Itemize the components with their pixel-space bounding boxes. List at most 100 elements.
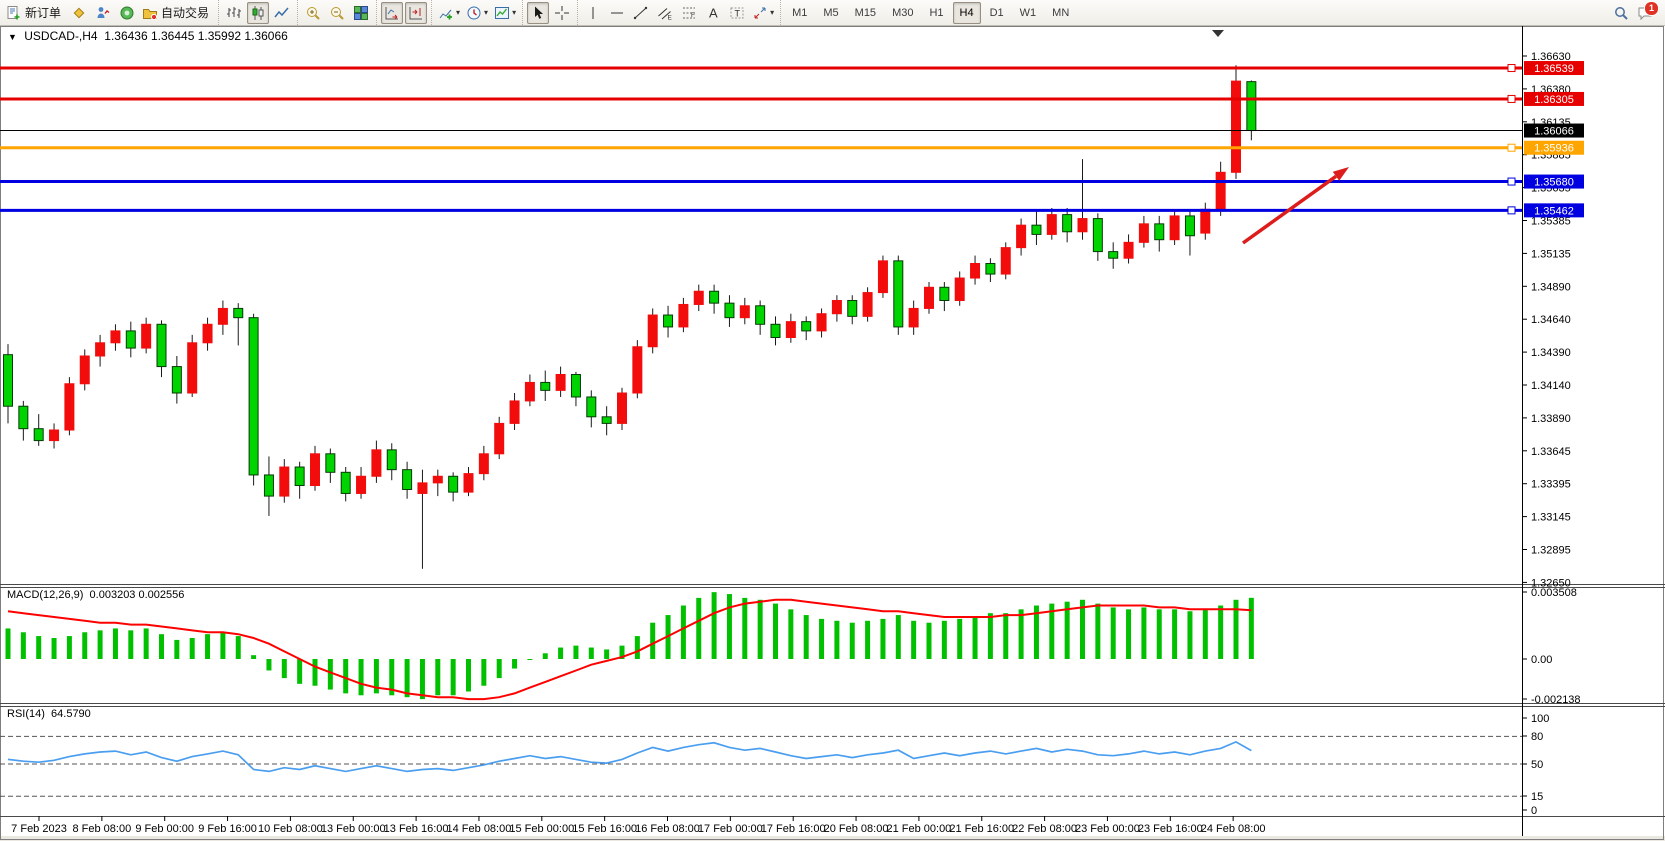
templates-button[interactable]: ▾	[492, 2, 518, 24]
search-button[interactable]	[1610, 2, 1632, 24]
svg-text:10 Feb 08:00: 10 Feb 08:00	[258, 823, 323, 835]
indicators-dropdown-icon[interactable]: ▾	[456, 8, 461, 17]
timeframe-w1-button[interactable]: W1	[1019, 6, 1037, 19]
toolbar-group-trade: 新订单 自动交易	[0, 0, 218, 25]
svg-text:1.35936: 1.35936	[1534, 143, 1574, 155]
svg-text:1.35680: 1.35680	[1534, 177, 1574, 189]
notifications-button[interactable]: 1	[1634, 0, 1659, 24]
timeframe-m5-button[interactable]: M5	[823, 6, 839, 19]
timeframe-h1-button[interactable]: H1	[929, 6, 944, 19]
svg-text:1.33890: 1.33890	[1531, 413, 1571, 425]
periods-icon	[466, 5, 482, 21]
quotes-icon	[71, 5, 87, 21]
svg-text:1.32650: 1.32650	[1531, 577, 1571, 589]
text-icon: A	[705, 5, 721, 21]
svg-text:1.32895: 1.32895	[1531, 545, 1571, 557]
navigator-icon	[119, 5, 135, 21]
line-chart-button[interactable]	[271, 2, 293, 24]
timeframe-m15-button[interactable]: M15	[854, 6, 877, 19]
auto-scroll-button[interactable]	[381, 1, 404, 24]
symbol-dropdown-icon[interactable]: ▼	[8, 32, 17, 42]
rsi-indicator-label: RSI(14) 64.5790	[7, 708, 91, 720]
horizontal-line-icon	[609, 5, 625, 21]
periods-button[interactable]: ▾	[464, 2, 490, 24]
macd-histogram	[5, 592, 1254, 700]
svg-text:17 Feb 16:00: 17 Feb 16:00	[761, 823, 826, 835]
zoom-out-button[interactable]	[326, 2, 348, 24]
svg-text:15 Feb 00:00: 15 Feb 00:00	[509, 823, 574, 835]
text-button[interactable]: A	[702, 2, 724, 24]
svg-text:1.34390: 1.34390	[1531, 347, 1571, 359]
macd-axis: 0.003508 0.00 -0.002138	[1522, 587, 1581, 706]
cursor-button[interactable]	[527, 1, 550, 24]
fibonacci-button[interactable]: F	[678, 2, 700, 24]
svg-text:20 Feb 08:00: 20 Feb 08:00	[824, 823, 889, 835]
periods-dropdown-icon[interactable]: ▾	[484, 8, 489, 17]
svg-text:1.35462: 1.35462	[1534, 205, 1574, 217]
svg-text:23 Feb 00:00: 23 Feb 00:00	[1075, 823, 1140, 835]
toolbar: 新订单 自动交易 ▾ ▾ ▾ E F A T ▾ M1 M5 M15 M30 H1 H4 D1 W1 MN 1	[0, 0, 1665, 26]
svg-text:16 Feb 08:00: 16 Feb 08:00	[635, 823, 700, 835]
timeframe-h4-button[interactable]: H4	[952, 1, 981, 24]
rsi-line	[7, 740, 1252, 773]
chart-shift-button[interactable]	[405, 1, 428, 24]
horizontal-line-button[interactable]	[606, 2, 628, 24]
svg-text:1.36305: 1.36305	[1534, 94, 1574, 106]
new-order-button[interactable]: 新订单	[4, 2, 66, 24]
svg-text:15: 15	[1531, 791, 1543, 803]
chart-background	[0, 26, 1665, 841]
macd-indicator-label: MACD(12,26,9) 0.003203 0.002556	[7, 589, 184, 601]
market-watch-button[interactable]	[92, 2, 114, 24]
candles-chart-button[interactable]	[247, 1, 270, 24]
svg-text:9 Feb 16:00: 9 Feb 16:00	[198, 823, 257, 835]
cursor-icon	[530, 5, 546, 21]
svg-text:1.34890: 1.34890	[1531, 281, 1571, 293]
timeframe-group: M1 M5 M15 M30 H1 H4 D1 W1 MN	[780, 0, 1080, 25]
vertical-line-button[interactable]	[582, 2, 604, 24]
notification-badge: 1	[1644, 0, 1659, 16]
indicators-button[interactable]: ▾	[436, 2, 462, 24]
text-label-button[interactable]: T	[726, 2, 748, 24]
chart-shift-marker	[1212, 30, 1224, 37]
svg-text:0.003508: 0.003508	[1531, 587, 1577, 599]
crosshair-button[interactable]	[551, 2, 573, 24]
zoom-in-button[interactable]	[302, 2, 324, 24]
svg-text:21 Feb 00:00: 21 Feb 00:00	[886, 823, 951, 835]
tile-windows-button[interactable]	[350, 2, 372, 24]
quotes-button[interactable]	[68, 2, 90, 24]
timeframe-d1-button[interactable]: D1	[989, 6, 1004, 19]
autotrading-label: 自动交易	[161, 6, 210, 20]
candles-layer	[3, 65, 1257, 569]
timeframe-m30-button[interactable]: M30	[892, 6, 914, 19]
tile-windows-icon	[353, 5, 369, 21]
bars-chart-button[interactable]	[223, 2, 245, 24]
svg-text:21 Feb 16:00: 21 Feb 16:00	[949, 823, 1014, 835]
toolbar-buttons: 新订单 自动交易 ▾ ▾ ▾ E F A T ▾	[0, 0, 780, 25]
zoom-out-icon	[329, 5, 345, 21]
toolbar-group-chart-type	[218, 0, 297, 25]
arrows-dropdown-icon[interactable]: ▾	[770, 8, 775, 17]
autotrading-button[interactable]: 自动交易	[140, 2, 214, 24]
candles-icon	[250, 5, 266, 21]
timeframe-m1-button[interactable]: M1	[792, 6, 808, 19]
navigator-button[interactable]	[116, 2, 138, 24]
svg-text:E: E	[668, 14, 673, 21]
chart-symbol-header[interactable]: ▼ USDCAD-,H4 1.36436 1.36445 1.35992 1.3…	[8, 29, 288, 43]
toolbar-group-draw: E F A T ▾	[577, 0, 780, 25]
templates-dropdown-icon[interactable]: ▾	[512, 8, 517, 17]
arrows-button[interactable]: ▾	[750, 2, 776, 24]
auto-scroll-icon	[384, 5, 400, 21]
bars-icon	[226, 5, 242, 21]
equidistant-channel-button[interactable]: E	[654, 2, 676, 24]
trend-line-icon	[633, 5, 649, 21]
svg-text:0.00: 0.00	[1531, 654, 1552, 666]
timeframe-mn-button[interactable]: MN	[1052, 6, 1070, 19]
svg-text:23 Feb 16:00: 23 Feb 16:00	[1138, 823, 1203, 835]
svg-text:8 Feb 08:00: 8 Feb 08:00	[72, 823, 131, 835]
text-label-icon: T	[729, 5, 745, 21]
svg-text:1.36066: 1.36066	[1534, 126, 1574, 138]
trend-line-button[interactable]	[630, 2, 652, 24]
horizontal-lines	[0, 64, 1522, 215]
svg-text:1.35135: 1.35135	[1531, 248, 1571, 260]
